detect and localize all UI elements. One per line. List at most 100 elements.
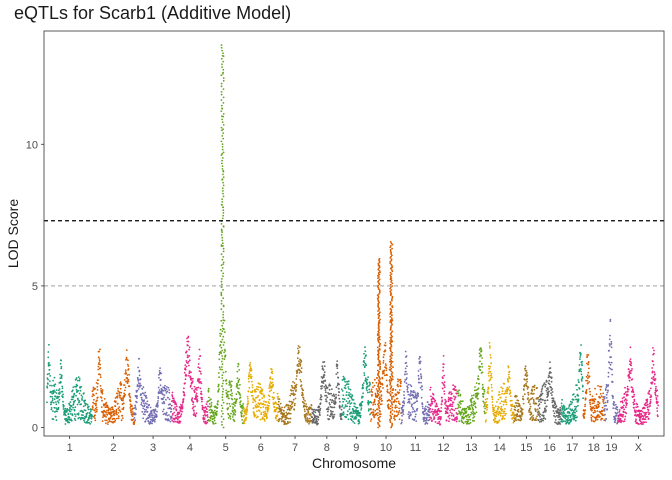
snp-point (72, 403, 75, 405)
snp-point (653, 349, 655, 352)
snp-point (595, 405, 598, 408)
snp-point (243, 407, 245, 409)
snp-point (336, 371, 339, 374)
snp-point (179, 415, 182, 417)
snp-point (526, 380, 528, 383)
snp-point (297, 351, 300, 354)
snp-point (172, 397, 175, 400)
snp-point (83, 400, 86, 403)
snp-point (545, 380, 548, 383)
snp-point (592, 411, 595, 414)
snp-point (368, 388, 371, 391)
snp-point (442, 366, 445, 369)
snp-point (405, 377, 408, 379)
snp-point (302, 396, 305, 399)
snp-point (630, 364, 632, 367)
snp-point (486, 397, 489, 400)
snp-point (220, 346, 223, 349)
snp-point (455, 389, 457, 391)
snp-point (579, 354, 582, 356)
snp-point (356, 406, 359, 409)
snp-point (358, 422, 361, 424)
snp-point (577, 398, 580, 401)
snp-point (393, 410, 396, 413)
snp-point (257, 394, 260, 397)
snp-point (456, 417, 458, 420)
snp-point (89, 410, 92, 413)
snp-point (115, 417, 118, 420)
snp-point (221, 324, 224, 327)
snp-point (444, 407, 447, 410)
snp-point (283, 412, 286, 415)
snp-point (209, 417, 212, 420)
snp-point (190, 377, 193, 380)
snp-point (415, 394, 418, 397)
snp-point (321, 365, 324, 368)
chromosome-10-points (369, 241, 402, 429)
snp-point (57, 401, 60, 404)
snp-point (285, 411, 288, 414)
snp-point (308, 417, 311, 420)
snp-point (588, 367, 590, 370)
snp-point (79, 389, 82, 392)
snp-point (349, 388, 352, 391)
snp-point (429, 388, 431, 391)
snp-point (46, 401, 48, 404)
snp-point (651, 370, 654, 373)
snp-point (376, 346, 379, 349)
snp-point (423, 420, 425, 423)
snp-point (131, 405, 133, 407)
snp-point (444, 401, 447, 404)
snp-point (567, 417, 569, 419)
snp-point (219, 328, 222, 331)
snp-point (434, 412, 436, 414)
snp-point (391, 354, 393, 357)
snp-point (389, 381, 392, 383)
snp-point (297, 347, 299, 350)
snp-point (363, 357, 366, 360)
snp-point (114, 400, 117, 403)
snp-point (341, 390, 344, 392)
chromosome-1-points (46, 343, 93, 425)
snp-point (359, 411, 361, 414)
snp-point (290, 389, 293, 392)
snp-point (538, 407, 541, 409)
snp-point (389, 349, 392, 351)
snp-point (464, 420, 467, 423)
snp-point (227, 395, 229, 397)
snp-point (157, 400, 159, 402)
snp-point (560, 402, 563, 405)
snp-point (389, 346, 392, 349)
snp-point (275, 417, 277, 420)
snp-point (288, 409, 291, 412)
snp-point (310, 404, 313, 407)
snp-point (644, 418, 647, 421)
snp-point (389, 399, 391, 402)
snp-point (462, 422, 465, 425)
snp-point (508, 375, 510, 378)
snp-point (569, 416, 572, 418)
snp-point (290, 384, 293, 387)
x-tick-label: 18 (588, 442, 600, 454)
snp-point (618, 409, 621, 411)
x-axis-title: Chromosome (312, 455, 396, 471)
snp-point (504, 392, 506, 395)
snp-point (223, 358, 226, 361)
snp-point (604, 408, 606, 410)
snp-point (491, 396, 494, 398)
snp-point (544, 407, 546, 410)
snp-point (157, 386, 160, 389)
snp-point (144, 391, 147, 394)
snp-point (635, 406, 638, 409)
snp-point (198, 358, 200, 360)
snp-point (220, 253, 223, 256)
snp-point (133, 423, 136, 426)
snp-point (189, 384, 192, 387)
snp-point (377, 350, 379, 352)
snp-point (98, 358, 101, 360)
snp-point (592, 406, 595, 409)
snp-point (70, 413, 72, 415)
snp-point (277, 398, 280, 400)
snp-point (292, 401, 294, 404)
snp-point (429, 407, 432, 410)
